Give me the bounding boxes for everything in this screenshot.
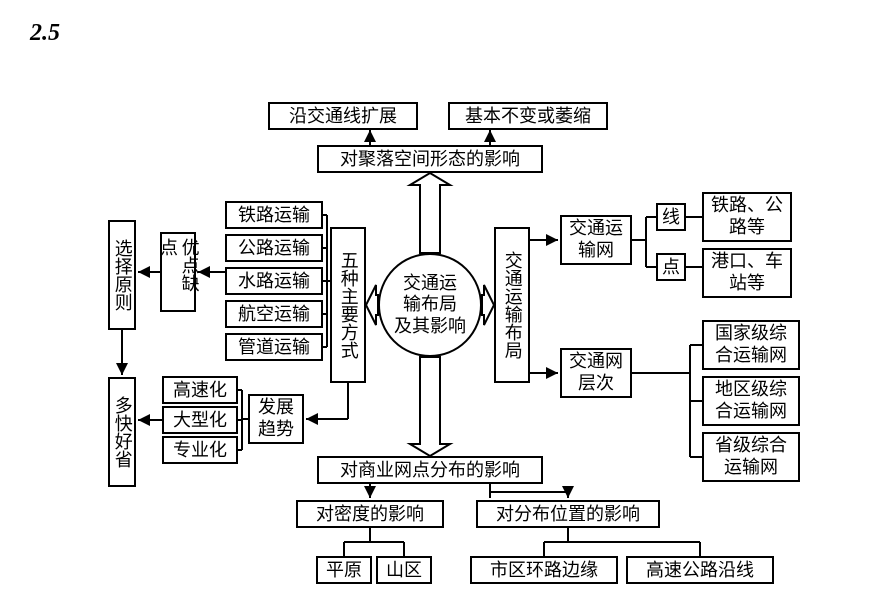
- mode-air: 航空运输: [225, 300, 323, 328]
- point-box: 点: [656, 253, 686, 281]
- dev-trend-label: 发展趋势: [254, 397, 298, 440]
- level-national: 国家级综 合运输网: [702, 320, 800, 370]
- line-example-label: 铁路、公 路等: [711, 195, 783, 238]
- top-left-box: 沿交通线扩展: [268, 102, 418, 130]
- pros-cons-box: 优点缺点: [160, 232, 196, 312]
- bottom-mid-box: 对商业网点分布的影响: [317, 456, 543, 484]
- mode-rail: 铁路运输: [225, 201, 323, 229]
- mode-water: 水路运输: [225, 267, 323, 295]
- center-label: 交通运 输布局 及其影响: [394, 273, 466, 338]
- top-right-box: 基本不变或萎缩: [448, 102, 608, 130]
- ring-box: 市区环路边缘: [470, 556, 618, 584]
- trend-highspeed: 高速化: [162, 376, 238, 404]
- plain-box: 平原: [316, 556, 372, 584]
- level-label: 交通网 层次: [569, 351, 623, 394]
- line-box: 线: [656, 203, 686, 231]
- level-regional-label: 地区级综 合运输网: [715, 379, 787, 422]
- location-box: 对分布位置的影响: [476, 500, 660, 528]
- level-regional: 地区级综 合运输网: [702, 376, 800, 426]
- mountain-box: 山区: [376, 556, 432, 584]
- trend-large: 大型化: [162, 406, 238, 434]
- level-box: 交通网 层次: [560, 348, 632, 398]
- five-modes-box: 五种主要方式: [330, 227, 366, 383]
- mode-road: 公路运输: [225, 234, 323, 262]
- line-example-box: 铁路、公 路等: [702, 192, 792, 242]
- section-title: 2.5: [30, 20, 60, 47]
- network-label: 交通运 输网: [569, 218, 623, 261]
- point-example-box: 港口、车 站等: [702, 248, 792, 298]
- highway-box: 高速公路沿线: [626, 556, 774, 584]
- level-provincial-label: 省级综合 运输网: [715, 435, 787, 478]
- top-mid-box: 对聚落空间形态的影响: [317, 145, 543, 173]
- fast-good-box: 多快好省: [108, 377, 136, 487]
- trend-specialized: 专业化: [162, 436, 238, 464]
- dev-trend-box: 发展趋势: [248, 394, 304, 444]
- select-principle-box: 选择原则: [108, 220, 136, 330]
- level-provincial: 省级综合 运输网: [702, 432, 800, 482]
- center-circle: 交通运 输布局 及其影响: [378, 253, 482, 357]
- layout-box: 交通运输布局: [494, 227, 530, 383]
- point-example-label: 港口、车 站等: [711, 251, 783, 294]
- level-national-label: 国家级综 合运输网: [715, 323, 787, 366]
- network-box: 交通运 输网: [560, 215, 632, 265]
- mode-pipe: 管道运输: [225, 333, 323, 361]
- density-box: 对密度的影响: [296, 500, 444, 528]
